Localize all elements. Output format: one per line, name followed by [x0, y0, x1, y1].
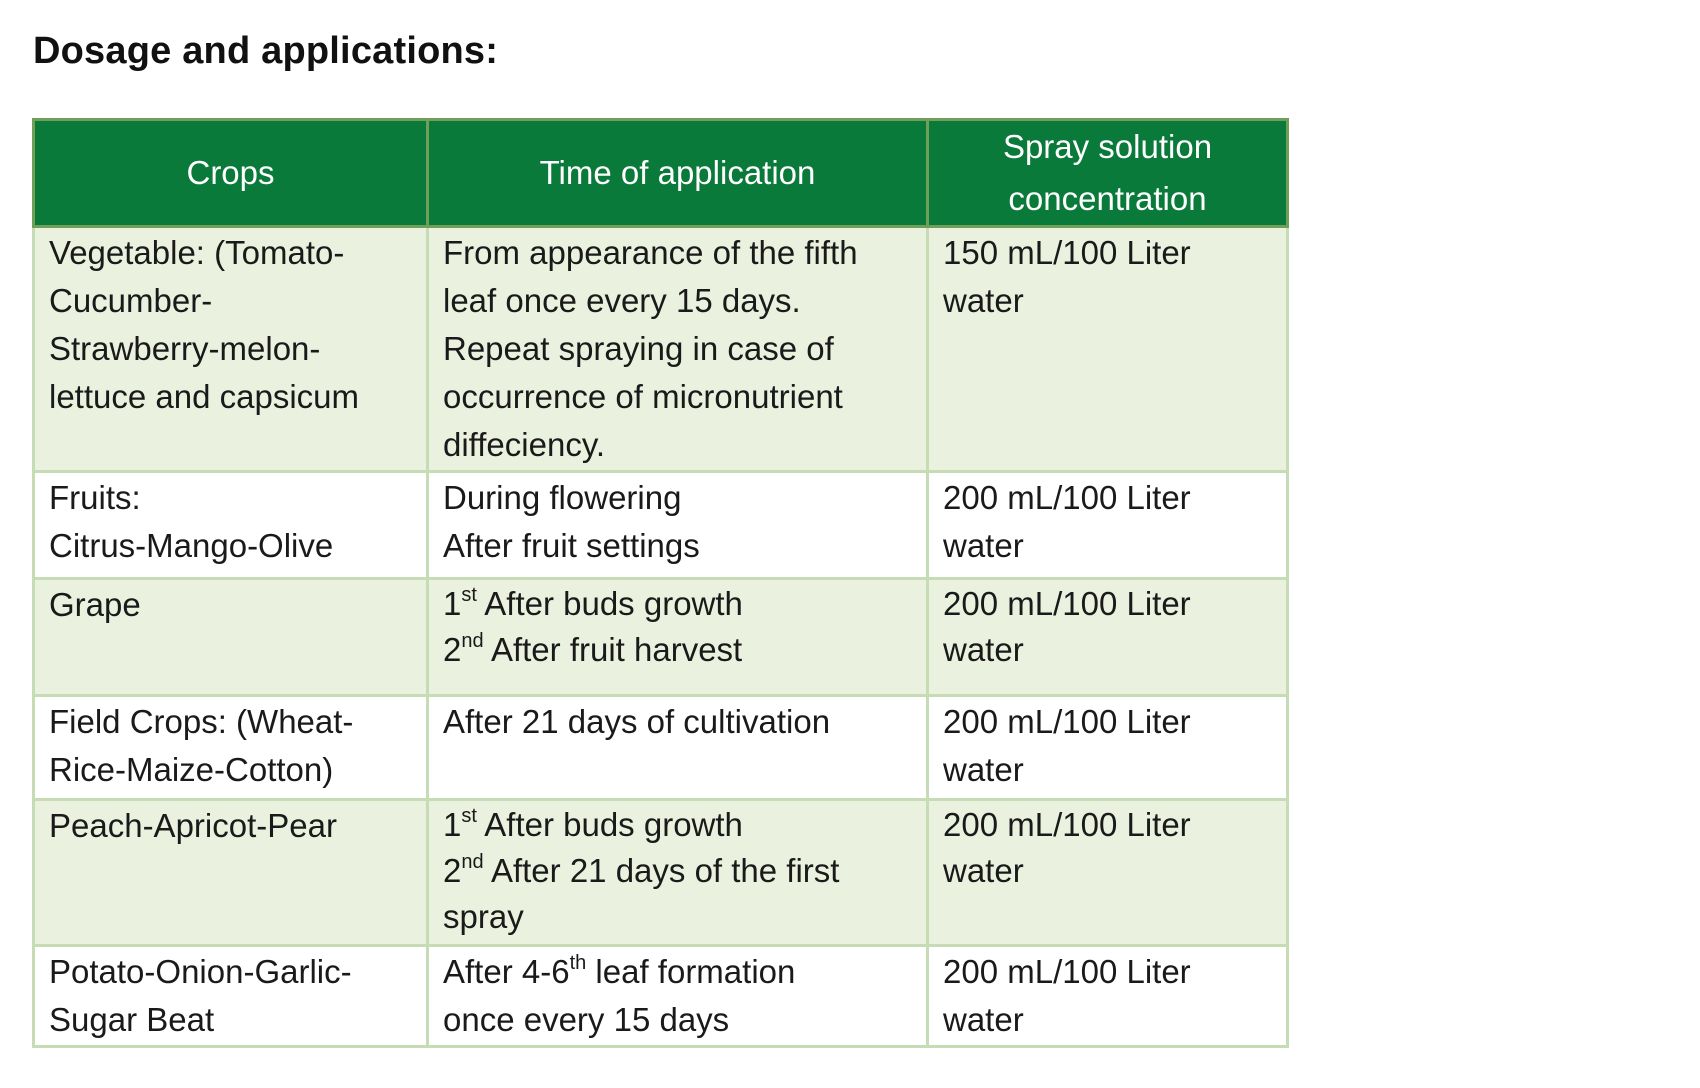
cell-line: 200 mL/100 Liter: [943, 479, 1191, 516]
cell-time: After 4-6th leaf formation once every 15…: [426, 944, 929, 1048]
ordinal-number: 2: [443, 631, 462, 668]
cell-line: occurrence of micronutrient: [443, 378, 843, 415]
ordinal-suffix: nd: [461, 851, 484, 873]
page-title: Dosage and applications:: [33, 30, 499, 72]
header-concentration-line: Spray solution: [1002, 128, 1213, 165]
cell-concentration: 200 mL/100 Liter water: [926, 944, 1289, 1048]
cell-line: diffeciency.: [443, 426, 606, 463]
cell-crop: Vegetable: (Tomato- Cucumber- Strawberry…: [32, 225, 429, 473]
cell-line: Strawberry-melon-: [49, 330, 321, 367]
line-text: After fruit harvest: [483, 631, 743, 668]
cell-line: water: [943, 751, 1024, 788]
dosage-table: Crops Time of application Spray solution…: [32, 118, 1289, 1048]
ordinal-number: 2: [443, 852, 462, 889]
cell-line: spray: [443, 894, 914, 940]
cell-concentration: 200 mL/100 Liter water: [926, 798, 1289, 947]
cell-line: 150 mL/100 Liter: [943, 234, 1191, 271]
cell-line: Citrus-Mango-Olive: [49, 527, 334, 564]
cell-line: 200 mL/100 Liter: [943, 585, 1191, 622]
cell-crop: Peach-Apricot-Pear: [32, 798, 429, 947]
cell-time: After 21 days of cultivation: [426, 694, 929, 801]
cell-line: Vegetable: (Tomato-: [49, 234, 345, 271]
cell-line: Potato-Onion-Garlic-: [49, 953, 352, 990]
cell-line: water: [943, 631, 1024, 668]
line-text: once every 15 days: [443, 1001, 730, 1038]
cell-concentration: 150 mL/100 Liter water: [926, 225, 1289, 473]
line-text: After 4-6: [443, 953, 570, 990]
cell-line: water: [943, 852, 1024, 889]
line-text: leaf formation: [586, 953, 796, 990]
cell-crop: Grape: [32, 577, 429, 697]
line-text: After buds growth: [476, 585, 743, 622]
cell-line: From appearance of the fifth: [443, 234, 858, 271]
cell-line: 2nd After 21 days of the first: [443, 848, 914, 894]
cell-line: water: [943, 282, 1024, 319]
ordinal-number: 1: [443, 806, 462, 843]
line-text: After buds growth: [476, 806, 743, 843]
cell-line: 200 mL/100 Liter: [943, 953, 1191, 990]
cell-line: Peach-Apricot-Pear: [49, 807, 337, 844]
ordinal-suffix: st: [461, 805, 477, 827]
table-row: Field Crops: (Wheat- Rice-Maize-Cotton) …: [32, 694, 1289, 801]
cell-line: 2nd After fruit harvest: [443, 627, 914, 673]
cell-line: leaf once every 15 days.: [443, 282, 801, 319]
cell-line: once every 15 days: [443, 996, 914, 1044]
line-text: spray: [443, 898, 524, 935]
cell-line: After fruit settings: [443, 527, 700, 564]
cell-time: During flowering After fruit settings: [426, 470, 929, 580]
table-row: Vegetable: (Tomato- Cucumber- Strawberry…: [32, 225, 1289, 473]
cell-concentration: 200 mL/100 Liter water: [926, 470, 1289, 580]
cell-concentration: 200 mL/100 Liter water: [926, 694, 1289, 801]
cell-crop: Fruits: Citrus-Mango-Olive: [32, 470, 429, 580]
table-header-row: Crops Time of application Spray solution…: [32, 118, 1289, 228]
cell-line: water: [943, 1001, 1024, 1038]
cell-line: During flowering: [443, 479, 682, 516]
header-crops: Crops: [32, 118, 429, 228]
line-text: After 21 days of the first: [483, 852, 840, 889]
cell-line: After 21 days of cultivation: [443, 703, 831, 740]
header-time-of-application: Time of application: [426, 118, 929, 228]
cell-line: Fruits:: [49, 479, 141, 516]
cell-concentration: 200 mL/100 Liter water: [926, 577, 1289, 697]
ordinal-suffix: nd: [461, 630, 484, 652]
cell-line: After 4-6th leaf formation: [443, 949, 914, 997]
table-row: Potato-Onion-Garlic- Sugar Beat After 4-…: [32, 944, 1289, 1048]
cell-line: 200 mL/100 Liter: [943, 806, 1191, 843]
table-row: Fruits: Citrus-Mango-Olive During flower…: [32, 470, 1289, 580]
cell-crop: Field Crops: (Wheat- Rice-Maize-Cotton): [32, 694, 429, 801]
table-row: Peach-Apricot-Pear 1st After buds growth…: [32, 798, 1289, 947]
cell-line: 1st After buds growth: [443, 803, 914, 849]
cell-line: 1st After buds growth: [443, 582, 914, 628]
cell-time: 1st After buds growth 2nd After 21 days …: [426, 798, 929, 947]
cell-line: water: [943, 527, 1024, 564]
cell-line: Rice-Maize-Cotton): [49, 751, 334, 788]
cell-crop: Potato-Onion-Garlic- Sugar Beat: [32, 944, 429, 1048]
cell-line: 200 mL/100 Liter: [943, 703, 1191, 740]
cell-line: Repeat spraying in case of: [443, 330, 834, 367]
cell-time: 1st After buds growth 2nd After fruit ha…: [426, 577, 929, 697]
ordinal-suffix: th: [569, 952, 587, 974]
ordinal-suffix: st: [461, 584, 477, 606]
cell-line: Sugar Beat: [49, 1001, 215, 1038]
header-concentration-line: concentration: [1008, 180, 1207, 217]
cell-line: lettuce and capsicum: [49, 378, 360, 415]
cell-line: Field Crops: (Wheat-: [49, 703, 354, 740]
table-row: Grape 1st After buds growth 2nd After fr…: [32, 577, 1289, 697]
cell-line: Cucumber-: [49, 282, 213, 319]
cell-time: From appearance of the fifth leaf once e…: [426, 225, 929, 473]
header-spray-solution-concentration: Spray solution concentration: [926, 118, 1289, 228]
ordinal-number: 1: [443, 585, 462, 622]
cell-line: Grape: [49, 586, 141, 623]
